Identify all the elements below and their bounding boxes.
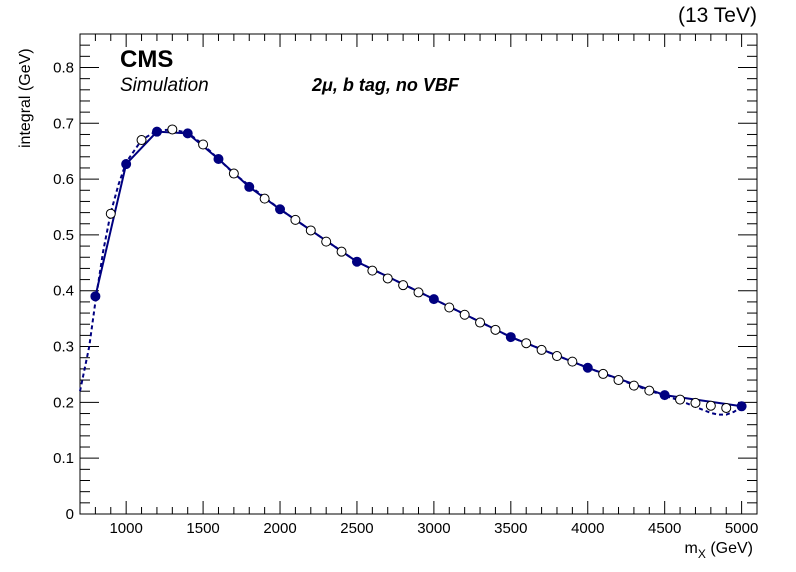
open-marker-point xyxy=(136,135,147,146)
filled-marker-point xyxy=(151,126,162,137)
y-tick-label: 0 xyxy=(66,506,74,523)
x-tick-label: 5000 xyxy=(725,520,758,537)
curves-layer xyxy=(79,128,743,416)
plot-frame xyxy=(79,33,758,515)
x-axis-title-main: m xyxy=(685,540,698,557)
filled-marker-point xyxy=(275,204,286,215)
open-marker-point xyxy=(459,309,470,320)
y-tick-label: 0.6 xyxy=(53,171,74,188)
open-marker-point xyxy=(644,385,655,396)
open-marker-point xyxy=(198,139,209,150)
x-axis-title-sub: X xyxy=(698,547,706,561)
open-marker-point xyxy=(167,124,178,135)
ticks-layer: 1000 1500 2000 2500 3000 3500 4000 4500 5000 0 0.1… xyxy=(53,33,758,537)
filled-marker-point xyxy=(213,154,224,165)
open-marker-point xyxy=(690,397,701,408)
filled-marker-point xyxy=(351,256,362,267)
solid-interpolation-line xyxy=(94,130,742,408)
open-marker-point xyxy=(536,344,547,355)
x-tick-label: 2500 xyxy=(340,520,373,537)
open-marker-point xyxy=(105,208,116,219)
x-tick-label: 1000 xyxy=(109,520,142,537)
open-marker-point xyxy=(521,338,532,349)
x-tick-label: 4000 xyxy=(571,520,604,537)
open-marker-point xyxy=(675,394,686,405)
status-label: Simulation xyxy=(120,75,209,96)
open-marker-point xyxy=(228,168,239,179)
open-marker-point xyxy=(490,324,501,335)
open-marker-point xyxy=(382,273,393,284)
y-tick-label: 0.3 xyxy=(53,339,74,356)
y-tick-label: 0.8 xyxy=(53,59,74,76)
open-marker-point xyxy=(613,375,624,386)
points-layer xyxy=(90,124,747,413)
open-marker-point xyxy=(290,214,301,225)
open-marker-point xyxy=(628,380,639,391)
y-tick-label: 0.1 xyxy=(53,450,74,467)
open-marker-point xyxy=(259,193,270,204)
filled-marker-point xyxy=(90,291,101,302)
filled-marker-point xyxy=(428,294,439,305)
x-tick-label: 3500 xyxy=(494,520,527,537)
filled-marker-point xyxy=(244,181,255,192)
x-axis-title-unit: (GeV) xyxy=(706,540,753,557)
y-tick-label: 0.2 xyxy=(53,394,74,411)
open-marker-point xyxy=(413,287,424,298)
y-tick-label: 0.4 xyxy=(53,283,74,300)
open-marker-point xyxy=(336,246,347,257)
open-marker-point xyxy=(721,402,732,413)
open-marker-point xyxy=(321,236,332,247)
energy-label: (13 TeV) xyxy=(678,4,757,27)
filled-marker-point xyxy=(736,401,747,412)
x-tick-label: 3000 xyxy=(417,520,450,537)
plot-frame-layer xyxy=(79,33,758,515)
open-marker-point xyxy=(551,351,562,362)
open-marker-point xyxy=(475,317,486,328)
y-axis-title: integral (GeV) xyxy=(17,48,34,148)
open-marker-point xyxy=(398,280,409,291)
filled-marker-point xyxy=(505,332,516,343)
open-marker-point xyxy=(705,400,716,411)
open-marker-point xyxy=(598,368,609,379)
dashed-interpolation-line xyxy=(79,128,743,416)
filled-marker-point xyxy=(121,159,132,170)
open-marker-point xyxy=(305,225,316,236)
x-axis-title: mX (GeV) xyxy=(685,540,753,561)
x-tick-label: 1500 xyxy=(186,520,219,537)
x-tick-label: 2000 xyxy=(263,520,296,537)
filled-marker-point xyxy=(582,362,593,373)
y-tick-label: 0.7 xyxy=(53,115,74,132)
open-marker-point xyxy=(367,265,378,276)
experiment-label: CMS xyxy=(120,46,173,73)
y-tick-label: 0.5 xyxy=(53,227,74,244)
filled-marker-point xyxy=(659,390,670,401)
open-marker-point xyxy=(444,302,455,313)
category-label: 2μ, b tag, no VBF xyxy=(311,75,460,95)
x-tick-label: 4500 xyxy=(648,520,681,537)
open-marker-point xyxy=(567,356,578,367)
filled-marker-point xyxy=(182,128,193,139)
